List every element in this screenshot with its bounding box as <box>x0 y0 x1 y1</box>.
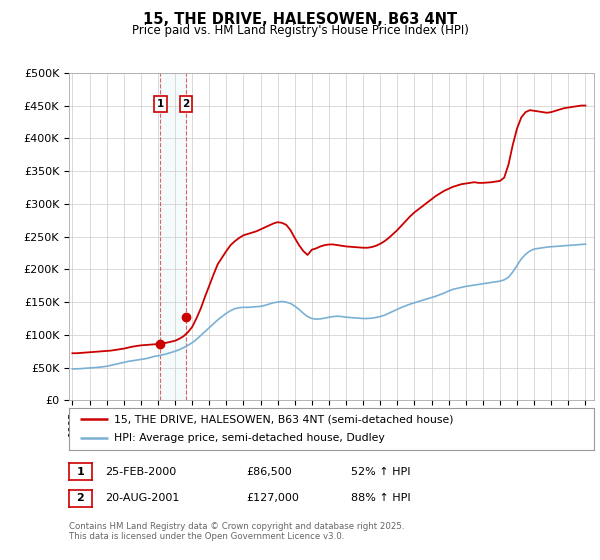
Text: 20-AUG-2001: 20-AUG-2001 <box>105 493 179 503</box>
Text: 15, THE DRIVE, HALESOWEN, B63 4NT (semi-detached house): 15, THE DRIVE, HALESOWEN, B63 4NT (semi-… <box>113 414 453 424</box>
Text: 15, THE DRIVE, HALESOWEN, B63 4NT: 15, THE DRIVE, HALESOWEN, B63 4NT <box>143 12 457 27</box>
Text: 1: 1 <box>77 466 84 477</box>
Text: HPI: Average price, semi-detached house, Dudley: HPI: Average price, semi-detached house,… <box>113 433 385 444</box>
Text: 25-FEB-2000: 25-FEB-2000 <box>105 466 176 477</box>
Text: 88% ↑ HPI: 88% ↑ HPI <box>351 493 410 503</box>
Bar <box>160 73 186 400</box>
Text: Contains HM Land Registry data © Crown copyright and database right 2025.
This d: Contains HM Land Registry data © Crown c… <box>69 522 404 542</box>
Text: £86,500: £86,500 <box>246 466 292 477</box>
Text: 52% ↑ HPI: 52% ↑ HPI <box>351 466 410 477</box>
Text: 2: 2 <box>77 493 84 503</box>
Text: 1: 1 <box>157 99 164 109</box>
Text: Price paid vs. HM Land Registry's House Price Index (HPI): Price paid vs. HM Land Registry's House … <box>131 24 469 37</box>
Text: 2: 2 <box>182 99 190 109</box>
Text: £127,000: £127,000 <box>246 493 299 503</box>
